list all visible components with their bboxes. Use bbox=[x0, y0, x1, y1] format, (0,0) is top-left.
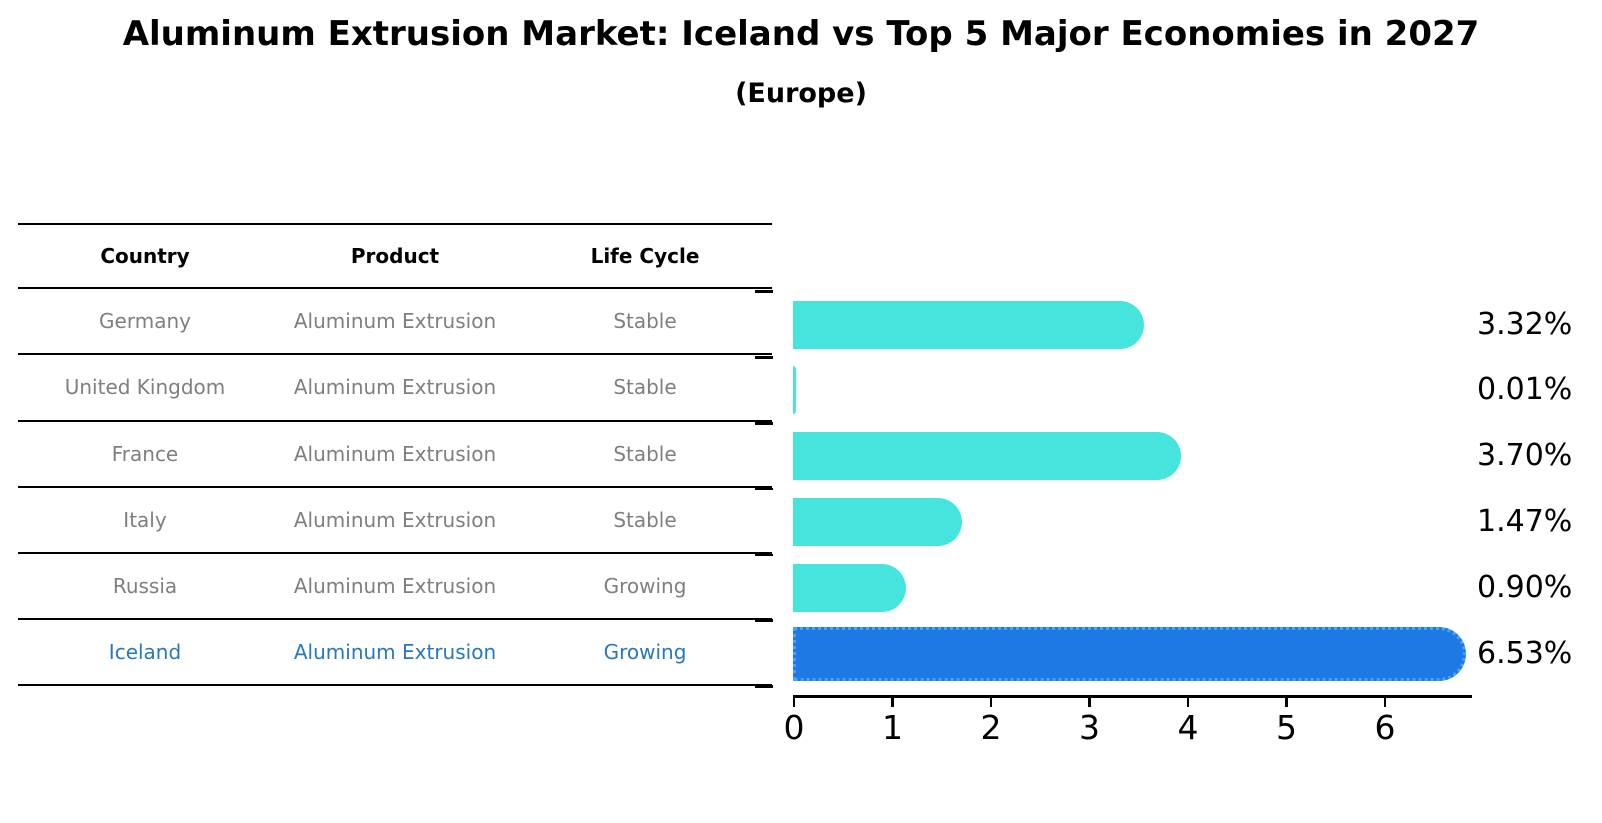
cell-life-cycle: Growing bbox=[603, 574, 687, 599]
y-tick-mark bbox=[755, 487, 773, 491]
bar-germany bbox=[793, 300, 1145, 349]
chart-title: Aluminum Extrusion Market: Iceland vs To… bbox=[122, 14, 1480, 54]
y-tick-mark bbox=[755, 619, 773, 622]
y-tick-mark bbox=[755, 290, 773, 293]
header-country: Country bbox=[100, 244, 190, 269]
table-header-row: Country Product Life Cycle bbox=[18, 223, 772, 290]
bar-russia bbox=[793, 563, 906, 612]
y-tick-mark bbox=[755, 356, 773, 359]
bar-iceland bbox=[793, 626, 1467, 681]
cell-life-cycle: Stable bbox=[613, 441, 677, 466]
cell-country: Italy bbox=[123, 507, 167, 532]
cell-life-cycle: Stable bbox=[613, 375, 677, 400]
bar-italy bbox=[793, 498, 962, 546]
x-tick-mark bbox=[1383, 694, 1387, 707]
cell-country: France bbox=[111, 441, 179, 466]
x-tick-mark bbox=[792, 694, 796, 707]
country-table: Country Product Life Cycle Germany Alumi… bbox=[18, 223, 772, 687]
x-tick-label: 0 bbox=[783, 707, 805, 747]
table-row-germany: Germany Aluminum Extrusion Stable bbox=[18, 289, 772, 356]
cell-product: Aluminum Extrusion bbox=[293, 441, 497, 466]
cell-product: Aluminum Extrusion bbox=[293, 574, 497, 599]
value-label-iceland: 6.53% bbox=[1477, 635, 1573, 671]
chart-subtitle: (Europe) bbox=[735, 78, 867, 109]
x-tick-mark bbox=[891, 694, 894, 707]
value-label-russia: 0.90% bbox=[1477, 569, 1573, 605]
cell-life-cycle: Stable bbox=[613, 507, 677, 532]
x-axis-line bbox=[793, 694, 1472, 698]
x-tick-label: 3 bbox=[1079, 707, 1100, 747]
table-row-iceland: Iceland Aluminum Extrusion Growing bbox=[18, 620, 772, 687]
header-life-cycle: Life Cycle bbox=[590, 244, 700, 269]
y-tick-mark bbox=[755, 685, 773, 688]
cell-country: Iceland bbox=[108, 640, 182, 665]
cell-country: United Kingdom bbox=[64, 375, 226, 400]
value-label-united-kingdom: 0.01% bbox=[1477, 372, 1573, 408]
value-label-germany: 3.32% bbox=[1477, 306, 1573, 342]
header-product: Product bbox=[350, 244, 440, 269]
x-tick-label: 6 bbox=[1374, 707, 1396, 747]
bar-united-kingdom bbox=[793, 366, 796, 415]
cell-country: Germany bbox=[99, 309, 191, 334]
y-tick-mark bbox=[755, 422, 773, 425]
cell-product: Aluminum Extrusion bbox=[293, 507, 497, 532]
x-tick-mark bbox=[1285, 694, 1288, 707]
cell-life-cycle: Growing bbox=[603, 640, 687, 665]
bar-france bbox=[793, 432, 1182, 481]
x-tick-label: 2 bbox=[980, 707, 1002, 747]
x-tick-label: 5 bbox=[1276, 707, 1297, 747]
value-label-france: 3.70% bbox=[1477, 438, 1573, 474]
cell-country: Russia bbox=[112, 574, 178, 599]
x-tick-mark bbox=[1088, 694, 1091, 707]
table-row-united-kingdom: United Kingdom Aluminum Extrusion Stable bbox=[18, 355, 772, 422]
cell-product: Aluminum Extrusion bbox=[293, 640, 497, 665]
table-row-italy: Italy Aluminum Extrusion Stable bbox=[18, 488, 772, 554]
x-tick-label: 1 bbox=[882, 707, 903, 747]
x-tick-label: 4 bbox=[1177, 707, 1199, 747]
cell-product: Aluminum Extrusion bbox=[293, 375, 497, 400]
y-tick-mark bbox=[755, 553, 773, 557]
value-label-italy: 1.47% bbox=[1477, 504, 1573, 539]
cell-life-cycle: Stable bbox=[613, 309, 677, 334]
x-tick-mark bbox=[989, 694, 993, 707]
table-row-russia: Russia Aluminum Extrusion Growing bbox=[18, 554, 772, 621]
table-row-france: France Aluminum Extrusion Stable bbox=[18, 422, 772, 488]
cell-product: Aluminum Extrusion bbox=[293, 309, 497, 334]
x-tick-mark bbox=[1186, 694, 1190, 707]
